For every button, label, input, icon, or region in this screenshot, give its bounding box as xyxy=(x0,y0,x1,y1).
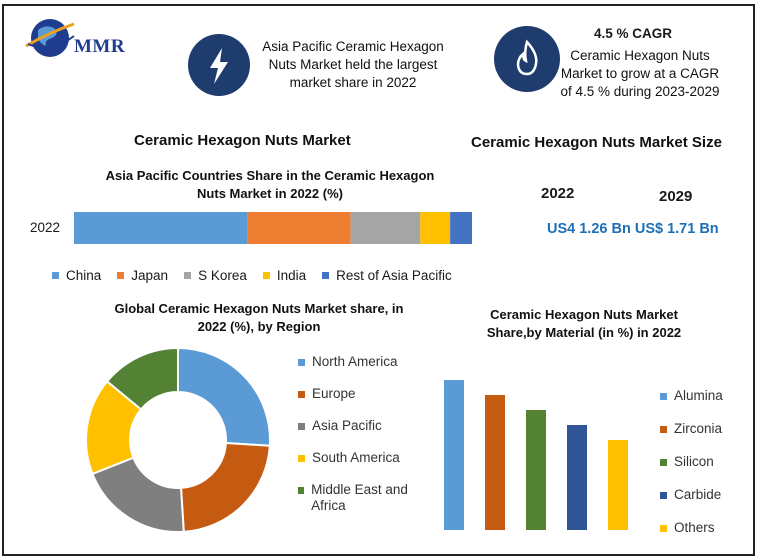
stacked-legend-item: S Korea xyxy=(184,268,247,283)
legend-swatch xyxy=(660,393,667,400)
material-legend-item: Others xyxy=(660,520,750,536)
donut-chart-title: Global Ceramic Hexagon Nuts Market share… xyxy=(114,301,404,334)
donut-slice-middle-east-and-africa xyxy=(105,346,179,411)
lightning-icon xyxy=(210,48,228,84)
legend-label: Carbide xyxy=(674,487,722,502)
donut-legend-item: South America xyxy=(298,450,428,466)
region-donut-chart xyxy=(85,346,271,533)
material-legend-item: Zirconia xyxy=(660,421,750,437)
legend-label: Middle East and Africa xyxy=(311,482,408,513)
legend-swatch xyxy=(298,455,305,462)
legend-label: North America xyxy=(312,354,398,369)
size-year-2029: 2029 xyxy=(659,188,693,205)
stacked-legend-item: India xyxy=(262,268,307,283)
material-bar-silicon xyxy=(526,410,546,530)
right-section-title: Ceramic Hexagon Nuts Market Size xyxy=(471,134,722,151)
material-chart-title: Ceramic Hexagon Nuts Market Share,by Mat… xyxy=(486,307,682,340)
legend-label: S Korea xyxy=(198,268,247,283)
size-values: US4 1.26 Bn US$ 1.71 Bn xyxy=(547,221,719,237)
material-bar-carbide xyxy=(567,425,587,530)
legend-label: Zirconia xyxy=(674,421,723,436)
donut-legend-item: North America xyxy=(298,354,428,370)
donut-legend: North America Europe Asia Pacific South Ame… xyxy=(298,354,428,530)
donut-legend-item: Asia Pacific xyxy=(298,418,428,434)
material-bar-alumina xyxy=(444,380,464,530)
highlight-2-badge xyxy=(494,26,560,92)
stacked-segment-rest-of-asia-pacific xyxy=(450,212,472,244)
material-legend-item: Silicon xyxy=(660,454,750,470)
left-section-title: Ceramic Hexagon Nuts Market xyxy=(134,132,351,149)
stacked-category-label: 2022 xyxy=(30,220,61,235)
legend-swatch xyxy=(117,272,125,279)
highlight-1-badge xyxy=(188,34,250,96)
legend-label: Rest of Asia Pacific xyxy=(336,268,452,283)
donut-legend-item: Middle East and Africa xyxy=(298,482,428,514)
legend-label: Japan xyxy=(131,268,169,283)
stacked-segment-india xyxy=(420,212,451,244)
material-legend-item: Carbide xyxy=(660,487,750,503)
legend-label: Others xyxy=(674,520,715,535)
donut-slice-europe xyxy=(179,441,271,533)
stacked-legend-item: China xyxy=(52,268,101,283)
legend-label: Silicon xyxy=(674,454,714,469)
legend-label: South America xyxy=(312,450,400,465)
stacked-bar-chart xyxy=(74,212,472,244)
stacked-segment-s-korea xyxy=(350,212,421,244)
logo-text: MMR xyxy=(74,36,126,57)
legend-label: Europe xyxy=(312,386,356,401)
legend-swatch xyxy=(298,391,305,398)
donut-legend-item: Europe xyxy=(298,386,428,402)
material-legend: Alumina Zirconia Silicon Carbide Others xyxy=(660,388,750,553)
highlight-1-text: Asia Pacific Ceramic Hexagon Nuts Market… xyxy=(262,39,444,90)
legend-swatch xyxy=(322,272,330,279)
legend-swatch xyxy=(298,359,305,366)
stacked-legend-item: Rest of Asia Pacific xyxy=(322,268,452,283)
stacked-segment-japan xyxy=(247,212,351,244)
flame-icon xyxy=(516,39,538,76)
legend-label: China xyxy=(66,268,102,283)
legend-swatch xyxy=(660,426,667,433)
legend-label: India xyxy=(276,268,307,283)
stacked-chart-title: Asia Pacific Countries Share in the Cera… xyxy=(105,168,435,201)
legend-swatch xyxy=(52,272,59,279)
stacked-legend-item: Japan xyxy=(117,268,168,283)
legend-swatch xyxy=(184,272,192,279)
size-year-2022: 2022 xyxy=(541,185,575,202)
highlight-2-text: Ceramic Hexagon Nuts Market to grow at a… xyxy=(560,48,720,99)
donut-slice-north-america xyxy=(177,346,271,447)
legend-label: Alumina xyxy=(674,388,723,403)
stacked-segment-china xyxy=(74,212,248,244)
material-bar-chart xyxy=(444,380,628,530)
legend-swatch xyxy=(660,459,667,466)
legend-swatch xyxy=(298,423,305,430)
cagr-title: 4.5 % CAGR xyxy=(593,26,673,41)
globe-logo-icon xyxy=(25,19,75,57)
legend-swatch xyxy=(660,492,667,499)
material-bar-zirconia xyxy=(485,395,505,530)
stacked-legend: China Japan S Korea India Rest of Asia Pacif… xyxy=(52,268,472,283)
legend-swatch xyxy=(298,487,305,494)
legend-swatch xyxy=(262,272,270,279)
legend-swatch xyxy=(660,525,667,532)
material-legend-item: Alumina xyxy=(660,388,750,404)
legend-label: Asia Pacific xyxy=(312,418,382,433)
material-bar-others xyxy=(608,440,628,530)
